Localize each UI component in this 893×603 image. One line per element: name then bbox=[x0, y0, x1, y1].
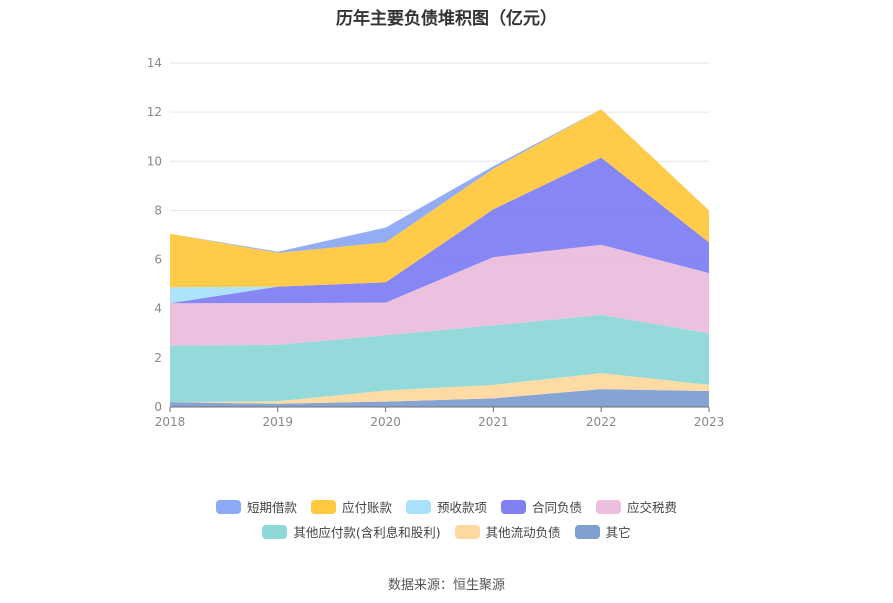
x-tick-label: 2019 bbox=[263, 415, 294, 429]
legend-row-2: 其他应付款(含利息和股利) 其他流动负债 其它 bbox=[0, 522, 893, 541]
legend-label: 预收款项 bbox=[436, 500, 487, 515]
legend-item[interactable]: 预收款项 bbox=[405, 497, 487, 516]
y-tick-label: 8 bbox=[154, 203, 162, 217]
area-series-2[interactable] bbox=[170, 314, 709, 403]
area-layer bbox=[170, 109, 709, 407]
legend-item[interactable]: 短期借款 bbox=[215, 497, 297, 516]
x-tick-label: 2023 bbox=[694, 415, 725, 429]
area-series-1[interactable] bbox=[170, 373, 709, 404]
legend-label: 应付账款 bbox=[341, 500, 392, 515]
legend-label: 其他应付款(含利息和股利) bbox=[293, 525, 441, 540]
legend-label: 合同负债 bbox=[532, 500, 583, 515]
area-series-3[interactable] bbox=[170, 244, 709, 346]
x-tick-label: 2018 bbox=[155, 415, 186, 429]
legend-swatch bbox=[454, 524, 480, 539]
y-tick-label: 4 bbox=[154, 302, 162, 316]
legend-row-1: 短期借款 应付账款 预收款项 合同负债 应交税费 bbox=[0, 497, 893, 516]
y-tick-label: 6 bbox=[154, 253, 162, 267]
legend-label: 短期借款 bbox=[246, 500, 297, 515]
y-tick-label: 12 bbox=[147, 105, 162, 119]
x-tick-label: 2020 bbox=[370, 415, 401, 429]
legend-label: 其他流动负债 bbox=[485, 525, 561, 540]
legend-label: 其它 bbox=[605, 525, 631, 540]
area-series-6[interactable] bbox=[170, 109, 709, 288]
legend-swatch bbox=[501, 499, 526, 514]
legend-item[interactable]: 合同负债 bbox=[501, 497, 582, 516]
legend-item[interactable]: 应交税费 bbox=[596, 497, 677, 516]
legend-item[interactable]: 应付账款 bbox=[310, 497, 392, 516]
legend-swatch bbox=[405, 499, 431, 514]
area-series-4[interactable] bbox=[170, 157, 709, 304]
y-tick-label: 14 bbox=[147, 56, 162, 70]
legend-swatch bbox=[310, 499, 336, 514]
legend-label: 应交税费 bbox=[627, 500, 678, 515]
legend-swatch bbox=[574, 524, 600, 539]
chart-title: 历年主要负债堆积图（亿元） bbox=[336, 9, 557, 29]
data-source-note: 数据来源：恒生聚源 bbox=[387, 578, 505, 593]
area-series-5[interactable] bbox=[170, 157, 709, 304]
x-tick-label: 2021 bbox=[478, 415, 509, 429]
legend-item[interactable]: 其它 bbox=[574, 522, 631, 541]
area-series-0[interactable] bbox=[170, 389, 709, 407]
legend-swatch bbox=[262, 524, 288, 539]
y-tick-label: 0 bbox=[154, 400, 162, 414]
legend-swatch bbox=[596, 499, 622, 514]
x-tick-label: 2022 bbox=[586, 415, 617, 429]
axis-layer: 0 2 4 6 8 10 12 14 2018 2019 2020 2021 2022 2023 bbox=[147, 56, 725, 429]
legend-item[interactable]: 其他应付款(含利息和股利) bbox=[262, 522, 441, 541]
legend-item[interactable]: 其他流动负债 bbox=[454, 522, 561, 541]
y-tick-label: 10 bbox=[147, 154, 162, 168]
legend-swatch bbox=[215, 499, 241, 514]
y-tick-label: 2 bbox=[154, 351, 162, 365]
